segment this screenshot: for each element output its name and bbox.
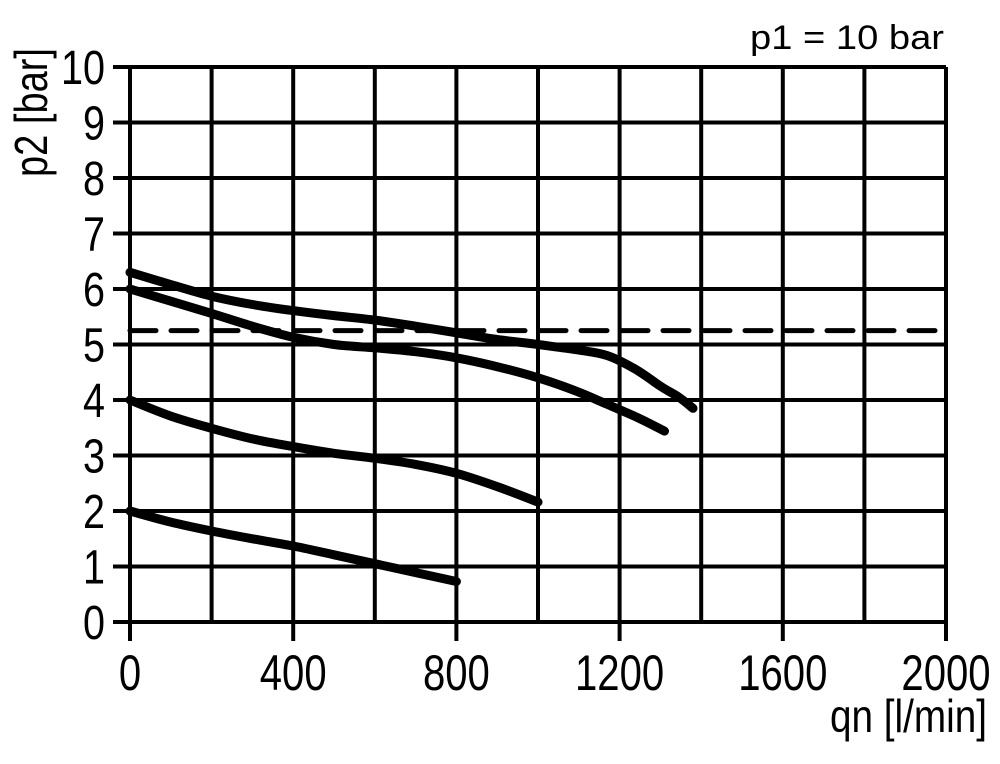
curve-1	[125, 267, 698, 413]
y-tick-label: 5	[83, 320, 105, 373]
y-tick-label: 7	[83, 209, 105, 262]
curves	[125, 267, 949, 586]
y-tick-label: 4	[83, 375, 105, 428]
axis-ticks	[128, 622, 948, 641]
y-tick-label: 8	[83, 153, 105, 206]
x-tick-label: 2000	[901, 645, 990, 701]
y-tick-label: 10	[61, 42, 105, 95]
curve-2	[125, 284, 669, 436]
curve-4	[125, 506, 461, 586]
x-tick-label: 0	[119, 645, 141, 701]
y-tick-label: 9	[83, 98, 105, 151]
x-tick-label: 1600	[738, 645, 827, 701]
y-axis-label: p2 [bar]	[5, 48, 57, 177]
x-tick-label: 400	[260, 645, 327, 701]
y-tick-label: 1	[83, 542, 105, 595]
y-tick-label: 3	[83, 431, 105, 484]
y-tick-label: 2	[83, 486, 105, 539]
x-tick-label: 800	[423, 645, 490, 701]
y-tick-label: 0	[83, 597, 105, 650]
x-tick-label: 1200	[575, 645, 664, 701]
chart-title: p1 = 10 bar	[750, 19, 944, 57]
x-axis-label: qn [l/min]	[830, 690, 987, 742]
y-tick-label: 6	[83, 264, 105, 317]
curve-3	[125, 395, 543, 507]
